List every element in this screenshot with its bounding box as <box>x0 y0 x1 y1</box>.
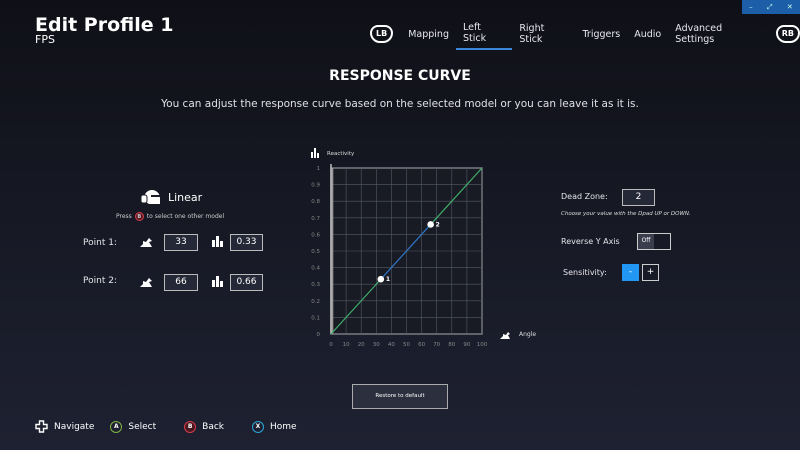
reactivity-axis-icon <box>311 148 319 158</box>
footer-hints: Navigate A Select B Back X Home <box>35 420 297 433</box>
curve-segment <box>430 167 483 225</box>
section-description: You can adjust the response curve based … <box>161 98 639 110</box>
a-button-icon: A <box>110 420 123 433</box>
model-name[interactable]: Linear <box>168 190 203 204</box>
y-tick-label: 0.7 <box>311 216 320 222</box>
curve-segment <box>330 278 382 335</box>
y-axis-label: Reactivity <box>327 151 355 157</box>
rb-button[interactable]: RB <box>775 25 800 43</box>
tab-right-stick[interactable]: Right Stick <box>519 23 545 45</box>
x-tick-label: 70 <box>433 342 440 348</box>
y-tick-label: 0 <box>317 332 321 338</box>
tab-advanced-settings[interactable]: Advanced Settings <box>675 23 723 45</box>
hint-text: to select one other model <box>146 213 225 220</box>
x-button-icon: X <box>252 420 264 433</box>
x-tick-label: 30 <box>373 342 380 348</box>
select-hint: Select <box>128 421 157 432</box>
home-hint: Home <box>270 421 297 432</box>
lb-button[interactable]: LB <box>370 25 394 43</box>
point-1-reactivity-input[interactable]: 0.33 <box>230 234 263 251</box>
dead-zone-label: Dead Zone: <box>561 192 608 201</box>
x-tick-label: 10 <box>343 342 350 348</box>
point-1-angle-input[interactable]: 33 <box>164 234 198 251</box>
page-title: Edit Profile 1 <box>35 14 174 36</box>
y-tick-label: 1 <box>317 166 321 172</box>
y-tick-label: 0.9 <box>311 183 320 189</box>
close-button[interactable]: ✕ <box>786 3 793 11</box>
control-point-label: 2 <box>436 221 440 228</box>
reverse-y-toggle[interactable]: Off <box>637 233 671 250</box>
reactivity-icon <box>212 276 223 290</box>
x-tick-label: 60 <box>418 342 425 348</box>
dpad-icon <box>35 420 48 433</box>
b-button-icon: B <box>134 212 144 221</box>
control-point-label: 1 <box>386 276 390 283</box>
maximize-button[interactable]: ⤢ <box>766 2 773 11</box>
point-2-label: Point 2: <box>83 276 117 286</box>
angle-icon <box>139 236 153 251</box>
control-point[interactable] <box>427 221 434 228</box>
toggle-state: Off <box>638 234 654 249</box>
angle-axis-icon <box>500 332 510 339</box>
y-tick-label: 0.8 <box>311 199 320 205</box>
navigate-hint: Navigate <box>54 421 95 432</box>
x-tick-label: 80 <box>448 342 455 348</box>
x-tick-label: 20 <box>358 342 365 348</box>
x-axis-label: Angle <box>519 331 536 338</box>
x-tick-label: 90 <box>463 342 470 348</box>
x-tick-label: 0 <box>329 342 333 348</box>
x-tick-label: 100 <box>477 342 488 348</box>
tab-audio[interactable]: Audio <box>634 28 662 40</box>
hint-text: Press <box>116 213 132 220</box>
dead-zone-input[interactable]: 2 <box>622 189 655 206</box>
section-heading: RESPONSE CURVE <box>329 68 471 84</box>
window-controls: – ⤢ ✕ <box>742 0 800 14</box>
tab-left-stick[interactable]: Left Stick <box>455 18 513 50</box>
y-tick-label: 0.3 <box>311 282 320 288</box>
point-2-reactivity-input[interactable]: 0.66 <box>230 274 263 291</box>
x-tick-label: 40 <box>388 342 395 348</box>
point-1-label: Point 1: <box>83 238 117 248</box>
y-tick-label: 0.4 <box>311 266 320 272</box>
tab-mapping[interactable]: Mapping <box>408 28 449 40</box>
x-tick-label: 50 <box>403 342 410 348</box>
curve-segment <box>380 224 432 280</box>
model-hint: Press B to select one other model <box>116 212 224 221</box>
sensitivity-label: Sensitivity: <box>563 268 607 277</box>
minimize-button[interactable]: – <box>749 3 753 11</box>
reverse-y-label: Reverse Y Axis <box>561 237 620 246</box>
y-tick-label: 0.2 <box>311 299 320 305</box>
angle-icon <box>139 276 153 291</box>
dead-zone-hint: Choose your value with the Dpad UP or DO… <box>561 211 691 217</box>
y-tick-label: 0.1 <box>311 315 320 321</box>
sensitivity-decrease-button[interactable]: - <box>622 264 639 281</box>
sensitivity-increase-button[interactable]: + <box>642 264 659 281</box>
back-hint: Back <box>202 421 224 432</box>
y-tick-label: 0.6 <box>311 232 320 238</box>
control-point[interactable] <box>377 275 385 283</box>
b-button-icon: B <box>184 420 197 433</box>
restore-default-button[interactable]: Restore to default <box>352 384 448 409</box>
reactivity-icon <box>212 236 223 250</box>
tab-bar: LB Mapping Left Stick Right Stick Trigge… <box>370 18 800 50</box>
tab-triggers[interactable]: Triggers <box>582 28 621 40</box>
helmet-icon <box>140 190 160 204</box>
profile-subtitle: FPS <box>35 33 55 46</box>
point-2-angle-input[interactable]: 66 <box>164 274 198 291</box>
y-tick-label: 0.5 <box>311 249 320 255</box>
